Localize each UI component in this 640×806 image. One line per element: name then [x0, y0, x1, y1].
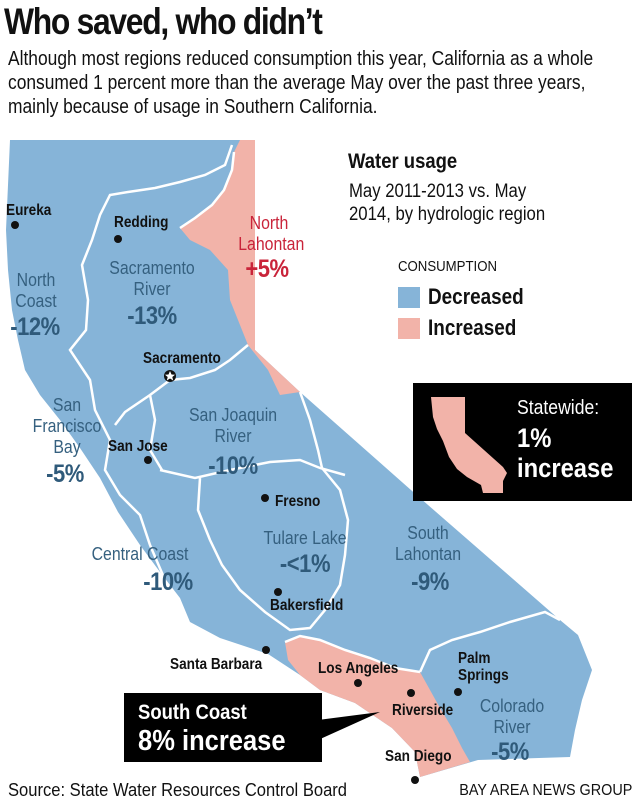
region-north-lahontan: [180, 140, 300, 395]
region-north-lahontan-change: +5%: [245, 255, 289, 283]
south-coast-callout: South Coast 8% increase: [124, 693, 322, 762]
city-palm-springs: Palm Springs: [458, 650, 509, 684]
region-north-lahontan-name: North Lahontan: [238, 213, 305, 254]
region-sacramento-river-name: Sacramento River: [109, 258, 195, 299]
state-base: [6, 140, 592, 777]
statewide-value: 1% increase: [517, 423, 614, 483]
credit: BAY AREA NEWS GROUP: [458, 782, 632, 799]
region-sacramento-river-change: -13%: [127, 302, 177, 330]
region-north-coast-name: North Coast: [15, 270, 57, 311]
region-south-lahontan-change: -9%: [411, 568, 449, 596]
region-sf-bay-name: San Francisco Bay: [32, 395, 102, 457]
statewide-callout: Statewide: 1% increase: [413, 383, 632, 501]
city-bakersfield: Bakersfield: [270, 597, 344, 614]
legend-item-increased: Increased: [398, 315, 531, 341]
city-fresno: Fresno: [275, 493, 321, 510]
region-san-joaquin-change: -10%: [208, 452, 258, 480]
statewide-label: Statewide:: [517, 397, 600, 419]
region-central-coast-name: Central Coast: [91, 544, 189, 564]
legend-title: Water usage: [348, 150, 458, 173]
south-coast-label: South Coast: [138, 701, 247, 724]
legend-heading: CONSUMPTION: [398, 258, 497, 275]
city-riverside: Riverside: [392, 702, 454, 719]
region-tulare-lake-change: -<1%: [279, 550, 331, 578]
city-redding: Redding: [114, 214, 169, 231]
region-sf-bay-change: -5%: [46, 460, 84, 488]
page-subtitle: Although most regions reduced consumptio…: [8, 48, 594, 118]
region-central-coast-change: -10%: [143, 568, 193, 596]
south-coast-value: 8% increase: [138, 725, 286, 757]
california-silhouette-icon: [431, 397, 507, 493]
region-colorado-river-change: -5%: [491, 738, 529, 766]
city-sacramento: Sacramento: [143, 350, 221, 367]
source-note: Source: State Water Resources Control Bo…: [8, 780, 348, 800]
region-north-coast-change: -12%: [10, 313, 60, 341]
legend-item-decreased: Decreased: [398, 284, 539, 310]
swatch-increased: [398, 317, 420, 339]
page-title: Who saved, who didn’t: [4, 1, 323, 42]
region-colorado-river-name: Colorado River: [479, 696, 545, 737]
region-south-coast: [285, 636, 470, 777]
region-south-lahontan-name: South Lahontan: [394, 523, 462, 564]
city-santa-barbara: Santa Barbara: [170, 656, 263, 673]
city-eureka: Eureka: [6, 202, 52, 219]
region-tulare-lake-name: Tulare Lake: [263, 528, 347, 548]
legend-subtitle: May 2011-2013 vs. May 2014, by hydrologic…: [349, 181, 546, 225]
swatch-decreased: [398, 286, 420, 308]
city-san-diego: San Diego: [385, 748, 452, 765]
region-san-joaquin-name: San Joaquin River: [188, 405, 278, 446]
city-los-angeles: Los Angeles: [318, 660, 399, 677]
city-san-jose: San Jose: [108, 438, 168, 455]
